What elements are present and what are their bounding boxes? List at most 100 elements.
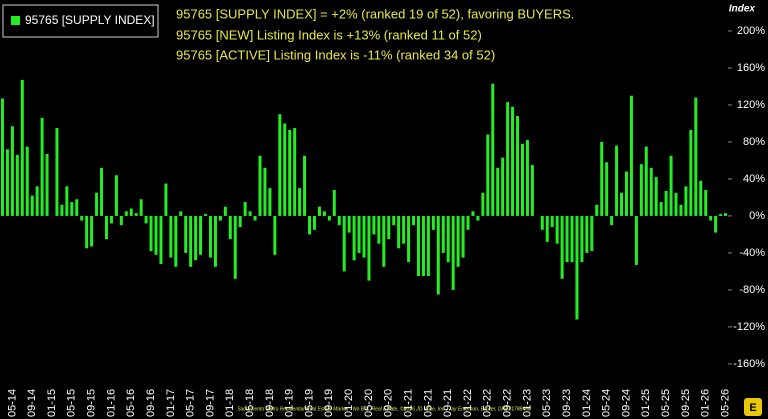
bar xyxy=(520,143,524,216)
bar xyxy=(461,215,465,258)
bar xyxy=(278,114,282,216)
x-tick-label: 01-17 xyxy=(165,389,177,417)
bar xyxy=(303,155,307,216)
bar xyxy=(392,215,396,226)
bar xyxy=(506,102,510,216)
bar xyxy=(322,211,326,216)
y-tick-label: 200% xyxy=(737,25,765,37)
bar xyxy=(248,211,252,216)
bar xyxy=(456,215,460,267)
y-tick-label: -160% xyxy=(733,358,765,370)
bar xyxy=(565,215,569,263)
bar xyxy=(709,215,713,221)
bar xyxy=(644,146,648,216)
bar xyxy=(139,199,143,216)
bar xyxy=(357,215,361,253)
bar xyxy=(525,140,529,216)
bar xyxy=(268,188,272,216)
y-tick-label: -40% xyxy=(739,247,765,259)
bar xyxy=(600,141,604,216)
bar xyxy=(412,215,416,226)
bar xyxy=(109,215,113,224)
bar xyxy=(55,128,59,216)
bar xyxy=(441,215,445,253)
x-tick-label: 01-19 xyxy=(284,389,296,417)
x-tick-label: 09-14 xyxy=(26,389,38,417)
x-tick-label: 09-16 xyxy=(145,389,157,417)
y-tick-label: 120% xyxy=(737,99,765,111)
bar xyxy=(724,213,728,216)
bar xyxy=(511,106,515,216)
x-tick-label: 05-14 xyxy=(6,389,18,417)
bar xyxy=(699,180,703,216)
bar xyxy=(100,167,104,216)
bar xyxy=(387,215,391,240)
bar xyxy=(595,204,599,216)
bar xyxy=(659,202,663,216)
bar xyxy=(342,215,346,272)
bar xyxy=(347,215,351,233)
bar xyxy=(317,206,321,216)
x-tick-label: 05-25 xyxy=(660,389,672,417)
bar xyxy=(164,183,168,216)
bar xyxy=(129,208,133,216)
x-tick-label: 01-16 xyxy=(105,389,117,417)
logo: E xyxy=(744,398,762,416)
bar xyxy=(590,215,594,252)
x-tick-label: 01-15 xyxy=(46,389,58,417)
bar xyxy=(10,126,14,216)
bar xyxy=(25,146,29,216)
y-tick-label: 40% xyxy=(743,173,765,185)
x-tick-label: 01-21 xyxy=(402,389,414,417)
bar xyxy=(288,129,292,216)
bar xyxy=(476,215,480,221)
x-tick-label: 05-15 xyxy=(66,389,78,417)
footer: Sacramento Metro Residential Real Estate… xyxy=(237,405,531,412)
y-axis-title: Index xyxy=(729,4,756,15)
bar xyxy=(580,215,584,263)
x-tick-label: 01-18 xyxy=(224,389,236,417)
bar xyxy=(258,155,262,216)
bar xyxy=(530,165,534,216)
bar xyxy=(714,215,718,233)
bar xyxy=(169,215,173,258)
bar xyxy=(610,215,614,226)
bar xyxy=(639,164,643,216)
x-tick-label: 01-24 xyxy=(581,389,593,417)
bar xyxy=(233,215,237,279)
bar xyxy=(654,177,658,216)
bar xyxy=(298,188,302,216)
bar xyxy=(65,186,69,216)
x-tick-label: 09-24 xyxy=(620,389,632,417)
bar xyxy=(486,134,490,216)
bar xyxy=(5,149,9,216)
bar xyxy=(30,195,34,216)
x-tick-label: 09-15 xyxy=(86,389,98,417)
bar xyxy=(149,215,153,252)
bar xyxy=(372,215,376,235)
bar xyxy=(620,192,624,216)
bar xyxy=(555,215,559,244)
bar xyxy=(40,117,44,216)
bar xyxy=(0,98,4,216)
bar xyxy=(114,175,118,216)
x-tick-label: 09-25 xyxy=(680,389,692,417)
bar xyxy=(382,215,386,267)
x-tick-label: 05-26 xyxy=(719,389,731,417)
bar xyxy=(466,215,470,230)
bar xyxy=(471,211,475,216)
bar xyxy=(719,214,723,216)
legend-label: 95765 [SUPPLY INDEX] xyxy=(25,13,155,27)
x-tick-label: 05-19 xyxy=(303,389,315,417)
bar xyxy=(95,192,99,216)
y-tick-label: -80% xyxy=(739,284,765,296)
y-tick-label: 0% xyxy=(749,210,765,222)
x-tick-label: 05-16 xyxy=(125,389,137,417)
bar xyxy=(421,215,425,277)
bar xyxy=(669,155,673,216)
x-tick-label: 09-19 xyxy=(323,389,335,417)
annotation: 95765 [NEW] Listing Index is +13% (ranke… xyxy=(176,27,482,42)
bar xyxy=(446,215,450,263)
bar xyxy=(451,215,455,290)
